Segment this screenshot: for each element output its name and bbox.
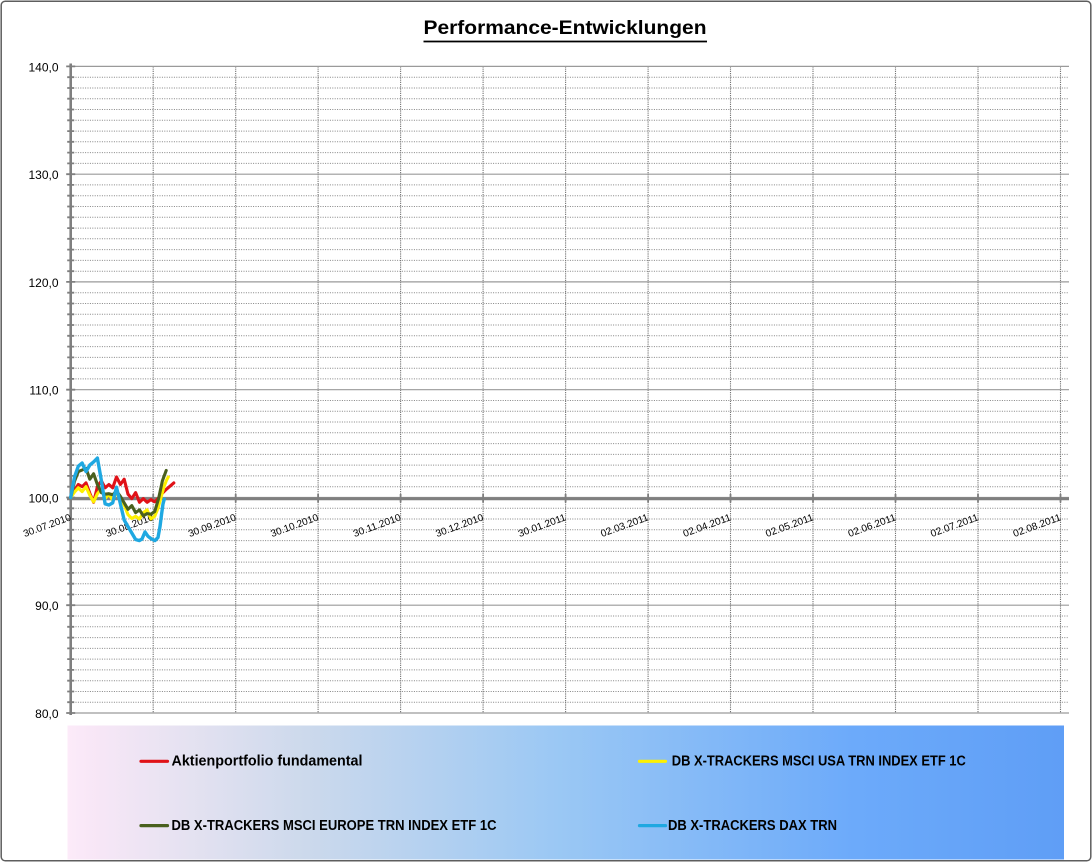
svg-text:80,0: 80,0 bbox=[35, 707, 59, 721]
svg-text:110,0: 110,0 bbox=[29, 384, 58, 398]
svg-text:140,0: 140,0 bbox=[28, 60, 58, 74]
svg-text:90,0: 90,0 bbox=[35, 599, 59, 613]
svg-text:130,0: 130,0 bbox=[28, 168, 58, 182]
svg-text:DB X-TRACKERS MSCI EUROPE TRN: DB X-TRACKERS MSCI EUROPE TRN INDEX ETF … bbox=[172, 818, 497, 834]
svg-text:DB X-TRACKERS MSCI USA TRN IND: DB X-TRACKERS MSCI USA TRN INDEX ETF 1C bbox=[672, 754, 966, 770]
svg-text:Performance-Entwicklungen: Performance-Entwicklungen bbox=[424, 17, 707, 39]
svg-text:DB X-TRACKERS DAX TRN: DB X-TRACKERS DAX TRN bbox=[668, 818, 837, 834]
svg-text:120,0: 120,0 bbox=[28, 276, 58, 290]
svg-text:Aktienportfolio fundamental: Aktienportfolio fundamental bbox=[172, 754, 363, 770]
svg-text:100,0: 100,0 bbox=[28, 492, 58, 506]
